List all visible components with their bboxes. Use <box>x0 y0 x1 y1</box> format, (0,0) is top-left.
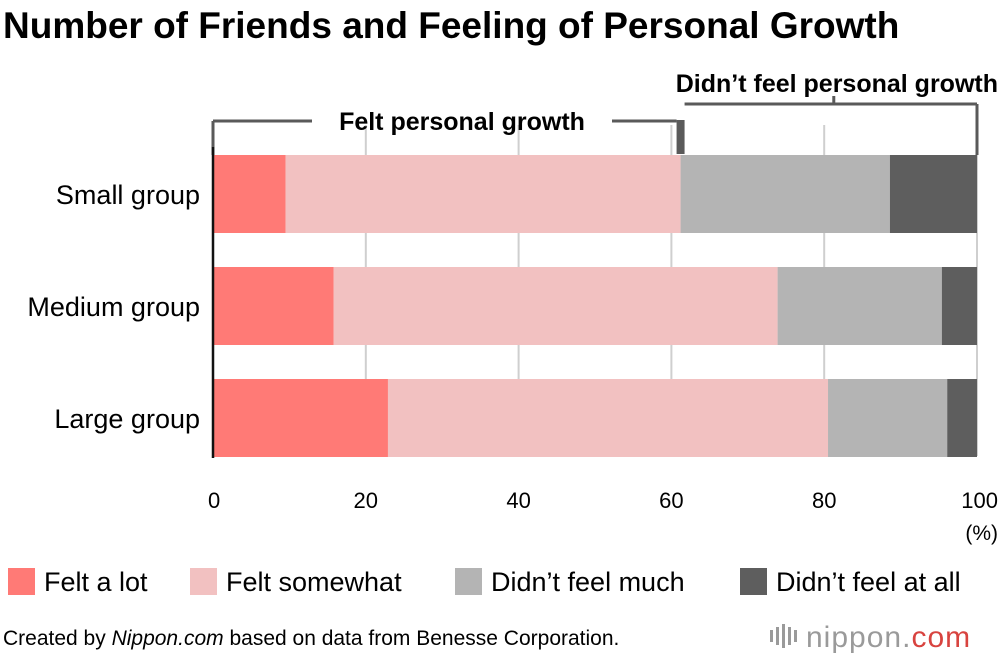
bar-2-1 <box>387 379 829 457</box>
bar-1-3 <box>941 267 977 345</box>
legend-label-3: Didn’t feel at all <box>776 567 961 597</box>
bar-2-3 <box>947 379 977 457</box>
bar-0-3 <box>889 155 977 233</box>
legend-swatch-1 <box>190 568 217 595</box>
x-tick-label-3: 60 <box>659 488 683 513</box>
bar-0-1 <box>285 155 681 233</box>
bars <box>213 155 977 457</box>
bracket-felt-label: Felt personal growth <box>339 108 585 136</box>
x-tick-label-1: 20 <box>354 488 378 513</box>
legend-swatch-3 <box>740 568 767 595</box>
brand-main: nippon. <box>806 621 911 654</box>
bar-2-0 <box>213 379 388 457</box>
legend-swatch-2 <box>455 568 482 595</box>
footer-credit: Created by Nippon.com based on data from… <box>3 627 619 650</box>
bracket-didnt-label: Didn’t feel personal growth <box>676 70 998 98</box>
category-label-0: Small group <box>56 180 200 210</box>
x-tick-label-5: 100 <box>961 488 998 513</box>
bracket-divider <box>676 120 685 154</box>
credit-prefix: Created by <box>3 627 112 650</box>
category-labels: Small group Medium group Large group <box>27 180 200 434</box>
legend: Felt a lot Felt somewhat Didn’t feel much D… <box>8 567 961 597</box>
x-unit-label: (%) <box>965 522 998 545</box>
x-tick-label-2: 40 <box>506 488 530 513</box>
category-label-2: Large group <box>54 404 200 434</box>
bar-1-1 <box>333 267 778 345</box>
x-tick-label-4: 80 <box>812 488 836 513</box>
bar-1-0 <box>213 267 334 345</box>
credit-suffix: based on data from Benesse Corporation. <box>224 627 620 650</box>
legend-swatch-0 <box>8 568 35 595</box>
brand-text: nippon.com <box>806 621 971 654</box>
legend-label-2: Didn’t feel much <box>491 567 685 597</box>
credit-site: Nippon.com <box>112 627 224 650</box>
bar-0-0 <box>213 155 286 233</box>
logo-mark-icon <box>770 624 797 648</box>
x-tick-label-0: 0 <box>208 488 220 513</box>
x-axis: 0 20 40 60 80 100 (%) <box>208 147 998 545</box>
legend-label-1: Felt somewhat <box>226 567 402 597</box>
bar-0-2 <box>680 155 890 233</box>
group-brackets: Felt personal growth Didn’t feel personal… <box>211 70 998 155</box>
nippon-logo: nippon.com <box>770 621 971 654</box>
category-label-1: Medium group <box>27 292 200 322</box>
chart-title: Number of Friends and Feeling of Persona… <box>3 5 899 46</box>
legend-label-0: Felt a lot <box>44 567 148 597</box>
brand-accent: com <box>911 621 971 654</box>
bar-1-2 <box>777 267 942 345</box>
bar-2-2 <box>828 379 948 457</box>
